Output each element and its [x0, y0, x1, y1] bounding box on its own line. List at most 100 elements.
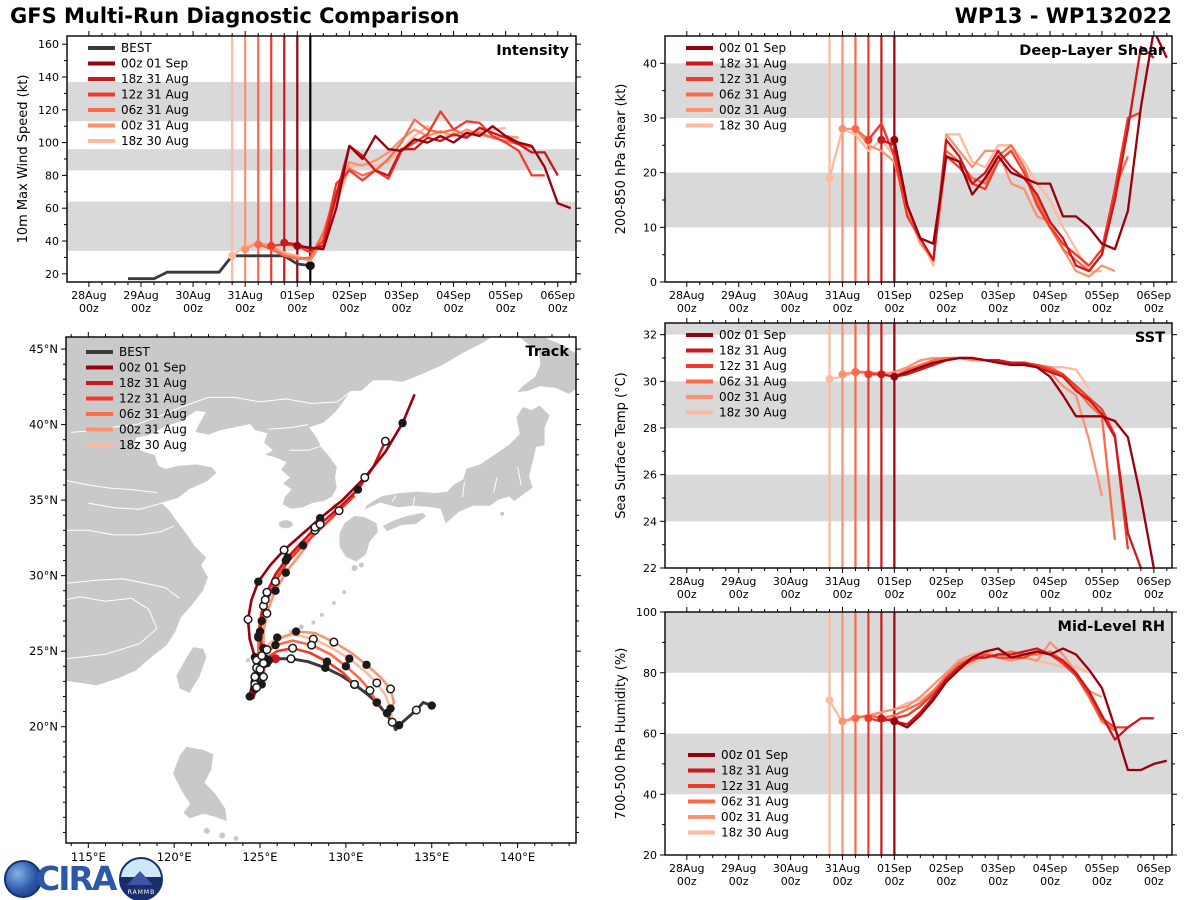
track-12z-dot [365, 685, 375, 695]
series-sst-18z-31-Aug [881, 356, 1142, 568]
land-island [331, 600, 336, 605]
ytick-intensity: 160 [38, 38, 59, 51]
rammb-logo-text: RAMMB [127, 889, 156, 896]
init-dot-intensity [280, 238, 289, 247]
panel-title-shear: Deep-Layer Shear [1019, 43, 1166, 59]
series-intensity-18z-31-Aug [284, 126, 559, 251]
track-12z-dot [380, 436, 390, 446]
xtick-day: 06Sep [1136, 862, 1171, 875]
legend-label-intensity-4: 06z 31 Aug [121, 103, 189, 117]
legend-label-track-1: 00z 01 Sep [119, 361, 186, 375]
track-12z-dot [334, 506, 344, 516]
init-dot-shear [877, 135, 886, 144]
xtick-lon: 125°E [243, 850, 278, 864]
track-00z-dot [427, 701, 436, 710]
legend-label-intensity-2: 18z 31 Aug [121, 72, 189, 86]
track-12z-dot [243, 614, 253, 625]
legend-label-sst-5: 18z 30 Aug [719, 406, 787, 420]
band-intensity [67, 81, 576, 122]
track-00z-dot [245, 692, 254, 701]
init-dot-shear [851, 124, 860, 133]
xtick-hour: 00z [1092, 588, 1112, 601]
init-dot-sst [864, 370, 873, 379]
xtick-hour: 00z [339, 302, 359, 315]
xtick-day: 30Aug [773, 289, 808, 302]
land-kyushu [338, 514, 380, 563]
ytick-sst: 26 [643, 469, 657, 482]
xtick-day: 05Sep [1085, 862, 1120, 875]
ytick-sst: 30 [643, 375, 657, 388]
series-intensity-00z-01-Sep [297, 125, 572, 251]
legend-label-rh-3: 06z 31 Aug [721, 795, 789, 809]
track-12z-dot [262, 587, 272, 597]
land-island [219, 832, 226, 839]
track-12z-dot [262, 608, 272, 618]
land-hokkaido [514, 337, 576, 395]
track-00z-dot [353, 485, 363, 494]
track-12z-dot [257, 651, 267, 661]
xtick-hour: 00z [496, 302, 516, 315]
legend-label-intensity-5: 00z 31 Aug [121, 119, 189, 133]
series-shear-18z-31-Aug [880, 45, 1155, 273]
legend-label-shear-0: 00z 01 Sep [719, 41, 786, 55]
xtick-hour: 00z [729, 588, 749, 601]
track-12z-dot [270, 577, 281, 587]
init-dot-intensity [228, 251, 237, 260]
xtick-day: 29Aug [721, 575, 756, 588]
panel-intensity: 28Aug00z29Aug00z30Aug00z31Aug00z01Sep00z… [16, 31, 581, 315]
legend-label-shear-3: 06z 31 Aug [719, 88, 787, 102]
ytick-intensity: 40 [45, 235, 59, 248]
track-00z-01-Sep [246, 393, 416, 700]
series-shear-00z-31-Aug [842, 127, 1116, 278]
legend-label-sst-2: 12z 31 Aug [719, 359, 787, 373]
ytick-lat: 45°N [29, 342, 58, 356]
xtick-day: 03Sep [384, 289, 419, 302]
track-00z-dot [271, 640, 280, 650]
legend-label-track-0: BEST [119, 345, 150, 359]
ytick-lat: 35°N [29, 493, 58, 507]
legend-label-rh-5: 18z 30 Aug [721, 826, 789, 840]
legend-label-rh-2: 12z 31 Aug [721, 779, 789, 793]
init-dot-sst [890, 372, 899, 381]
xtick-hour: 00z [235, 302, 255, 315]
admin-border [66, 480, 158, 494]
admin-border [289, 445, 323, 451]
xtick-day: 29Aug [721, 289, 756, 302]
xtick-hour: 00z [936, 588, 956, 601]
band-shear [665, 63, 1172, 118]
panel-track: 115°E 120°E 125°E 130°E 135°E 140°E 20°N 25°N 30… [29, 332, 581, 864]
xtick-day: 04Sep [436, 289, 471, 302]
track-12z-dot [258, 658, 269, 668]
xtick-day: 04Sep [1033, 289, 1068, 302]
xtick-day: 01Sep [877, 862, 912, 875]
track-00z-dot [398, 418, 407, 428]
xtick-hour: 00z [1040, 302, 1060, 315]
init-dot-intensity [241, 245, 250, 254]
ytick-shear: 40 [643, 57, 657, 70]
xtick-hour: 00z [936, 875, 956, 888]
ylabel-shear: 200-850 hPa Shear (kt) [614, 84, 629, 235]
ytick-lat: 30°N [29, 569, 58, 583]
init-dot-sst [825, 375, 834, 383]
band-rh [665, 612, 1172, 673]
admin-border [88, 502, 163, 510]
track-00z-dot [291, 627, 301, 636]
xtick-hour: 00z [1092, 302, 1112, 315]
admin-border [66, 578, 180, 599]
storm-title: WP13 - WP132022 [954, 4, 1172, 28]
ytick-rh: 20 [643, 849, 657, 862]
xtick-day: 06Sep [540, 289, 575, 302]
track-12z-dot [329, 637, 339, 647]
land-island [342, 590, 347, 595]
xtick-day: 05Sep [488, 289, 523, 302]
track-12z-dot [315, 519, 325, 529]
ytick-sst: 24 [643, 515, 657, 528]
xtick-lon: 115°E [71, 850, 106, 864]
series-rh-00z-01-Sep [893, 647, 1168, 772]
xtick-hour: 00z [781, 302, 801, 315]
xtick-lon: 140°E [500, 850, 535, 864]
legend-label-sst-0: 00z 01 Sep [719, 328, 786, 342]
ytick-lat: 20°N [29, 720, 58, 734]
